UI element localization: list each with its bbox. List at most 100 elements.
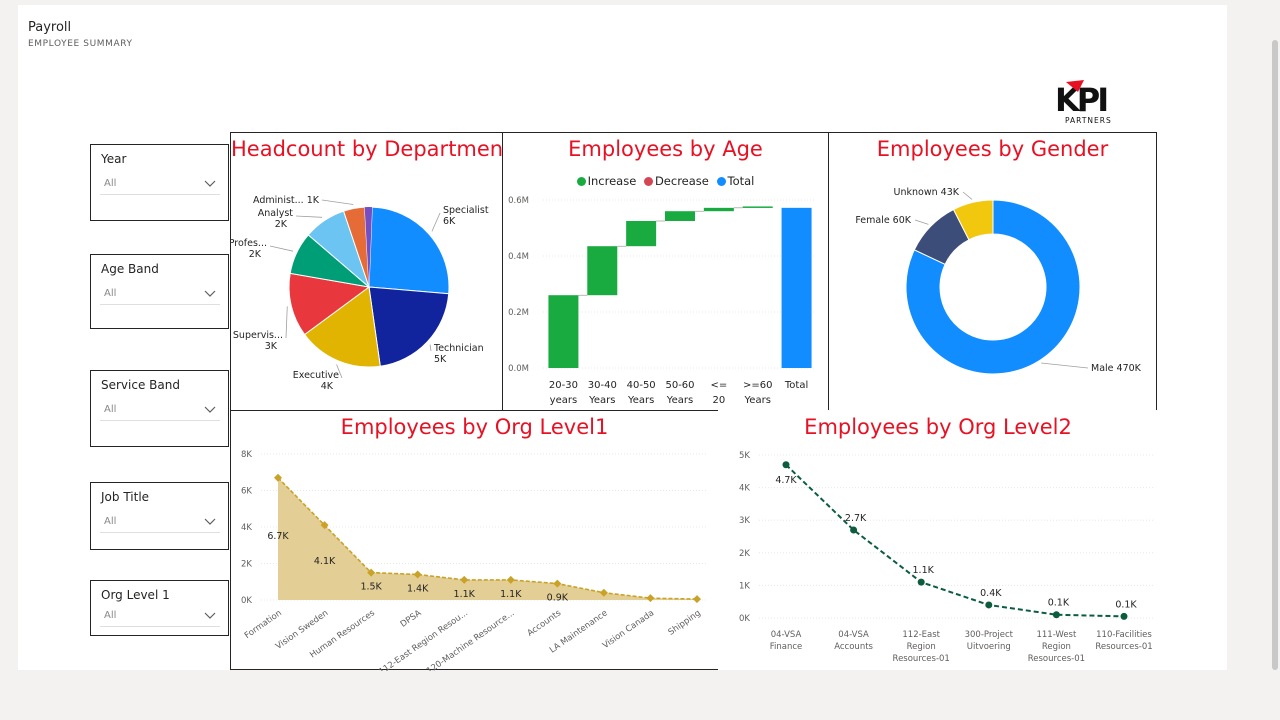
- leader-line: [336, 364, 343, 379]
- chevron-down-icon: [204, 518, 216, 525]
- data-point-shipping[interactable]: [693, 595, 701, 604]
- bar-40-50-years[interactable]: [626, 221, 657, 247]
- chevron-down-icon: [204, 180, 216, 187]
- pie-slice-supervis[interactable]: [288, 272, 371, 336]
- org-level-1-dropdown[interactable]: All: [100, 607, 220, 627]
- chevron-down-icon: [204, 290, 216, 297]
- area-fill[interactable]: [278, 477, 697, 600]
- chevron-down-icon: [204, 406, 216, 413]
- job-title-dropdown[interactable]: All: [100, 513, 220, 533]
- bar-60-years[interactable]: [742, 206, 773, 208]
- data-point-human-resources[interactable]: [367, 568, 376, 577]
- data-label: 4.7K: [775, 475, 797, 486]
- bar-20-30-years[interactable]: [548, 295, 579, 368]
- legend-item-decrease[interactable]: Decrease: [643, 174, 709, 188]
- data-label-unknown: Unknown 43K: [894, 187, 960, 198]
- bar-30-40-years[interactable]: [587, 246, 618, 296]
- leader-line: [269, 245, 294, 252]
- data-point[interactable]: [782, 461, 790, 469]
- x-tick-label: 20-30: [549, 380, 578, 391]
- vertical-scrollbar[interactable]: [1272, 40, 1278, 670]
- dropdown-value: All: [104, 610, 117, 621]
- pie-slice-executive[interactable]: [303, 286, 381, 368]
- y-tick-label: 0K: [739, 614, 750, 624]
- y-tick-label: 1K: [739, 581, 750, 591]
- data-point[interactable]: [1052, 611, 1060, 619]
- x-tick-label: Accounts: [526, 608, 564, 639]
- data-label: 1.4K: [407, 583, 429, 594]
- donut-slice-unknown[interactable]: [952, 199, 994, 241]
- year-dropdown[interactable]: All: [100, 175, 220, 195]
- data-point-accounts[interactable]: [553, 579, 562, 588]
- service-band-dropdown[interactable]: All: [100, 401, 220, 421]
- legend-dot: [643, 177, 653, 186]
- x-tick-label: Years: [627, 395, 654, 406]
- slicer-label: Org Level 1: [101, 588, 170, 602]
- age-band-dropdown[interactable]: All: [100, 285, 220, 305]
- x-tick-label: 40-50: [627, 380, 656, 391]
- legend-dot: [716, 177, 726, 186]
- x-tick-label: Formation: [243, 608, 284, 641]
- series-line[interactable]: [785, 464, 1125, 618]
- x-tick-label: 30-40: [588, 380, 617, 391]
- donut-slice-male[interactable]: [905, 199, 1081, 375]
- pie-slice-other[interactable]: [364, 207, 373, 287]
- category-label-specialist: Specialist: [443, 205, 489, 216]
- y-tick-label: 2K: [739, 549, 750, 559]
- y-tick-label: 5K: [739, 451, 750, 461]
- x-tick-label: 111-West: [1036, 630, 1077, 640]
- data-label-female: Female 60K: [855, 215, 911, 226]
- x-tick-label: 04-VSA: [838, 630, 869, 640]
- data-point[interactable]: [985, 601, 993, 609]
- leader-line: [962, 191, 973, 200]
- chart-title: Employees by Org Level2: [804, 415, 1072, 439]
- data-point-formation[interactable]: [274, 473, 282, 482]
- data-point-vision-canada[interactable]: [646, 594, 655, 603]
- gender-donut-chart[interactable]: Male 470K Female 60K Unknown 43K: [829, 133, 1158, 412]
- page-subtitle: EMPLOYEE SUMMARY: [28, 39, 133, 49]
- legend-item-total[interactable]: Total: [716, 174, 754, 188]
- x-tick-label: Resources-01: [893, 654, 950, 664]
- slicer-label: Job Title: [101, 490, 150, 504]
- data-point-la-maintenance[interactable]: [599, 588, 608, 597]
- data-point-dpsa[interactable]: [413, 570, 422, 579]
- chart-title: Headcount by Department: [231, 137, 512, 161]
- data-label: 0.1K: [1048, 598, 1070, 609]
- area-line[interactable]: [277, 477, 698, 600]
- data-label: 1.1K: [913, 565, 935, 576]
- y-tick-label: 4K: [739, 484, 750, 494]
- data-label-executive: 4K: [321, 381, 334, 392]
- employees-by-gender-panel: Employees by Gender Male 470K Female 60K U…: [828, 132, 1157, 411]
- y-tick-label: 0.0M: [508, 364, 529, 374]
- data-point[interactable]: [1120, 612, 1128, 620]
- x-tick-label: >=60: [743, 380, 772, 391]
- leader-line: [914, 219, 929, 225]
- pie-slice-specialist[interactable]: [368, 206, 450, 295]
- service-band-slicer: Service Band All: [90, 370, 229, 447]
- data-point-120-machine-resource[interactable]: [506, 575, 515, 584]
- bar-total[interactable]: [781, 207, 812, 368]
- bar-50-60-years[interactable]: [665, 211, 695, 221]
- data-point[interactable]: [917, 578, 925, 586]
- pie-slice-technician[interactable]: [368, 286, 450, 367]
- data-label-male: Male 470K: [1091, 363, 1142, 374]
- x-tick-label: 50-60: [665, 380, 694, 391]
- bar-20-years[interactable]: [703, 207, 734, 212]
- data-label: 0.1K: [1115, 599, 1137, 610]
- x-tick-label: Total: [784, 380, 808, 391]
- dropdown-value: All: [104, 178, 117, 189]
- org-level2-line-chart[interactable]: 0K 1K 2K 3K 4K 5K 4.7K 04-VSA Finance 2.7K 04-VSA A…: [719, 411, 1159, 671]
- dropdown-value: All: [104, 404, 117, 415]
- data-point-vision-sweden[interactable]: [320, 521, 329, 530]
- data-label-administ: Administ... 1K: [253, 195, 320, 206]
- age-waterfall-chart[interactable]: 0.0M 0.2M 0.4M 0.6M 20-30 years 30-40 Years 40-5…: [503, 133, 830, 412]
- pie-slice-administ[interactable]: [342, 206, 370, 288]
- x-tick-label: Vision Canada: [601, 608, 656, 651]
- legend-item-increase[interactable]: Increase: [576, 174, 636, 188]
- page-title: Payroll: [28, 20, 72, 35]
- data-point[interactable]: [850, 526, 858, 534]
- data-label-technician: 5K: [434, 354, 447, 365]
- data-point-112-east-region-resou[interactable]: [460, 575, 469, 584]
